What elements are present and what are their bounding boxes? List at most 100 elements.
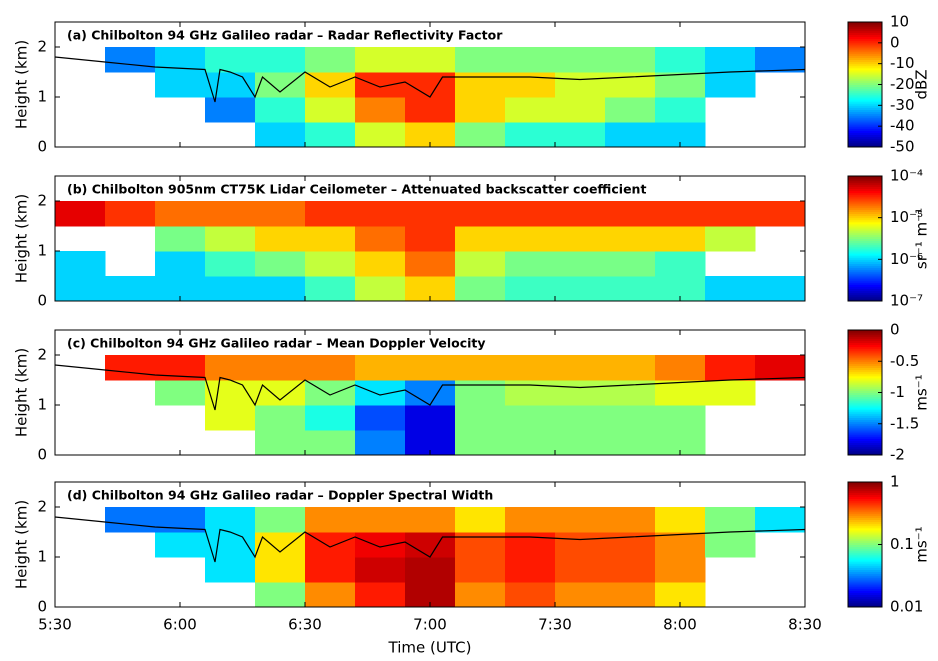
colorbar-step bbox=[848, 51, 882, 54]
colorbar-step bbox=[848, 144, 882, 148]
colorbar-label: dBZ bbox=[913, 69, 931, 99]
heatmap-cell bbox=[255, 507, 306, 533]
colorbar-step bbox=[848, 140, 882, 144]
heatmap-cell bbox=[455, 97, 506, 123]
colorbar-step bbox=[848, 405, 882, 408]
colorbar-tick-label: 10 bbox=[890, 13, 909, 31]
colorbar-tick-label: -50 bbox=[890, 138, 915, 156]
heatmap-cell bbox=[255, 72, 306, 98]
y-tick-label: 2 bbox=[37, 346, 47, 364]
heatmap-cell bbox=[405, 72, 456, 98]
heatmap-cell bbox=[105, 47, 156, 73]
heatmap-cell bbox=[755, 276, 806, 302]
colorbar-step bbox=[848, 284, 882, 287]
colorbar-step bbox=[848, 402, 882, 406]
heatmap-cell bbox=[355, 47, 406, 73]
heatmap-cell bbox=[305, 226, 356, 252]
heatmap-cell bbox=[155, 532, 206, 558]
colorbar-step bbox=[848, 517, 882, 520]
heatmap-cell bbox=[305, 582, 356, 608]
colorbar-tick-label: 0.01 bbox=[890, 598, 923, 616]
colorbar-step bbox=[848, 509, 882, 512]
heatmap-cell bbox=[255, 251, 306, 277]
colorbar-step bbox=[848, 126, 882, 129]
colorbar-step bbox=[848, 217, 882, 221]
heatmap-cell bbox=[305, 430, 356, 456]
colorbar-step bbox=[848, 529, 882, 533]
colorbar-step bbox=[848, 138, 882, 142]
colorbar-step bbox=[848, 57, 882, 60]
heatmap-cell bbox=[305, 507, 356, 533]
heatmap-cell bbox=[355, 201, 406, 227]
heatmap-cell bbox=[555, 405, 606, 431]
heatmap-cell bbox=[405, 557, 456, 583]
colorbar-step bbox=[848, 334, 882, 337]
heatmap-cell bbox=[455, 430, 506, 456]
colorbar-step bbox=[848, 411, 882, 414]
heatmap-cell bbox=[555, 532, 606, 558]
colorbar-step bbox=[848, 69, 882, 73]
heatmap-cell bbox=[355, 430, 406, 456]
colorbar-step bbox=[848, 419, 882, 423]
colorbar-step bbox=[848, 238, 882, 242]
colorbar-step bbox=[848, 255, 882, 258]
colorbar-step bbox=[848, 213, 882, 217]
y-tick-label: 2 bbox=[37, 498, 47, 516]
colorbar-step bbox=[848, 588, 882, 591]
y-tick-label: 1 bbox=[37, 242, 47, 260]
heatmap-cell bbox=[755, 201, 806, 227]
heatmap-cell bbox=[655, 97, 706, 123]
colorbar-step bbox=[848, 248, 882, 252]
heatmap-cell bbox=[305, 72, 356, 98]
colorbar-step bbox=[848, 286, 882, 289]
heatmap-cell bbox=[255, 405, 306, 431]
heatmap-cell bbox=[505, 47, 556, 73]
heatmap-cell bbox=[455, 276, 506, 302]
heatmap-cell bbox=[305, 47, 356, 73]
colorbar-step bbox=[848, 542, 882, 545]
heatmap-cell bbox=[305, 122, 356, 148]
heatmap-cell bbox=[705, 47, 756, 73]
colorbar-step bbox=[848, 263, 882, 267]
colorbar-step bbox=[848, 388, 882, 391]
heatmap-cell bbox=[705, 226, 756, 252]
colorbar-step bbox=[848, 226, 882, 229]
y-tick-label: 0 bbox=[37, 292, 47, 310]
colorbar-step bbox=[848, 496, 882, 500]
colorbar-step bbox=[848, 234, 882, 237]
colorbar-step bbox=[848, 415, 882, 418]
heatmap-cell bbox=[405, 97, 456, 123]
colorbar-step bbox=[848, 201, 882, 204]
heatmap-cell bbox=[455, 582, 506, 608]
colorbar-step bbox=[848, 590, 882, 593]
colorbar-step bbox=[848, 253, 882, 256]
colorbar-step bbox=[848, 579, 882, 583]
colorbar-step bbox=[848, 26, 882, 29]
colorbar-step bbox=[848, 38, 882, 42]
heatmap-cell bbox=[205, 201, 256, 227]
y-tick-label: 0 bbox=[37, 598, 47, 616]
x-tick-label: 7:30 bbox=[538, 616, 572, 634]
heatmap-cell bbox=[505, 532, 556, 558]
x-tick-label: 7:00 bbox=[413, 616, 447, 634]
colorbar-step bbox=[848, 36, 882, 40]
y-axis-label: Height (km) bbox=[13, 348, 31, 437]
colorbar-step bbox=[848, 30, 882, 33]
colorbar-step bbox=[848, 228, 882, 231]
heatmap-cell bbox=[455, 47, 506, 73]
colorbar-step bbox=[848, 569, 882, 573]
heatmap-cell bbox=[405, 507, 456, 533]
colorbar-step bbox=[848, 444, 882, 448]
colorbar-step bbox=[848, 598, 882, 602]
colorbar-step bbox=[848, 490, 882, 493]
heatmap-cell bbox=[455, 72, 506, 98]
colorbar-step bbox=[848, 440, 882, 443]
colorbar-step bbox=[848, 182, 882, 185]
colorbar-step bbox=[848, 409, 882, 412]
colorbar-step bbox=[848, 407, 882, 410]
colorbar-tick-label: -40 bbox=[890, 117, 915, 135]
heatmap-cell bbox=[505, 582, 556, 608]
heatmap-cell bbox=[205, 557, 256, 583]
heatmap-cell bbox=[205, 405, 256, 431]
heatmap-cell bbox=[55, 251, 106, 277]
